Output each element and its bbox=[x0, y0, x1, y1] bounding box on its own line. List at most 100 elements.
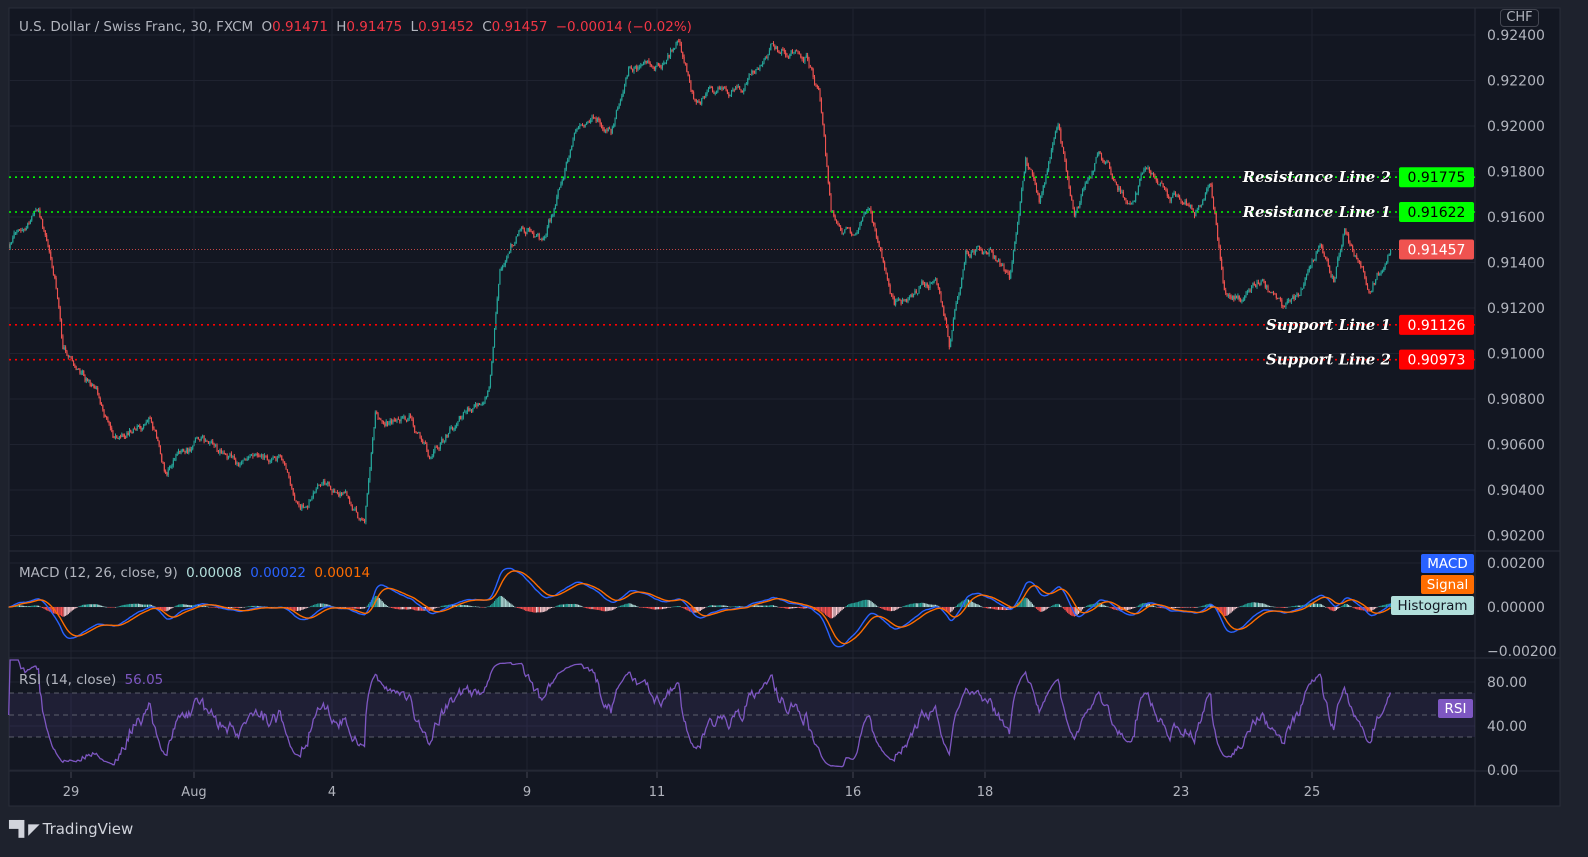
candle-body bbox=[158, 441, 160, 446]
candle-body bbox=[42, 219, 44, 228]
candle-body bbox=[327, 482, 329, 484]
candle-body bbox=[1282, 306, 1284, 307]
macd-histogram-bar bbox=[892, 607, 894, 611]
macd-histogram-bar bbox=[1273, 606, 1275, 608]
candle-body bbox=[220, 449, 222, 454]
macd-histogram-bar bbox=[740, 606, 742, 607]
candle-body bbox=[143, 424, 145, 428]
candle-body bbox=[271, 459, 273, 462]
candle-body bbox=[1202, 200, 1204, 206]
candle-body bbox=[89, 380, 91, 385]
candle-body bbox=[906, 299, 908, 302]
candle-body bbox=[980, 249, 982, 250]
candle-body bbox=[265, 455, 267, 457]
macd-histogram-bar bbox=[779, 607, 781, 608]
macd-histogram-bar bbox=[507, 601, 509, 607]
high-value: 0.91475 bbox=[346, 19, 403, 35]
macd-histogram-bar bbox=[523, 607, 525, 611]
candle-body bbox=[985, 251, 987, 253]
candle-body bbox=[1331, 276, 1333, 278]
macd-histogram-bar bbox=[1260, 603, 1262, 607]
candle-body bbox=[820, 99, 822, 113]
macd-histogram-bar bbox=[579, 605, 581, 607]
macd-histogram-bar bbox=[488, 606, 490, 607]
candle-body bbox=[583, 125, 585, 127]
macd-histogram-bar bbox=[988, 607, 990, 609]
candle-body bbox=[1172, 194, 1174, 198]
candle-body bbox=[426, 443, 428, 450]
candle-body bbox=[388, 423, 390, 425]
macd-histogram-bar bbox=[739, 606, 741, 607]
candle-body bbox=[346, 491, 348, 496]
macd-histogram-bar bbox=[1390, 603, 1392, 607]
macd-histogram-bar bbox=[925, 603, 927, 607]
candle-body bbox=[351, 505, 353, 511]
macd-histogram-bar bbox=[984, 607, 986, 608]
macd-histogram-bar bbox=[258, 606, 260, 607]
candle-body bbox=[1226, 293, 1228, 296]
macd-histogram-bar bbox=[1177, 607, 1179, 608]
candle-body bbox=[796, 50, 798, 52]
candle-body bbox=[1246, 290, 1248, 294]
candle-body bbox=[278, 455, 280, 459]
candle-body bbox=[1377, 273, 1379, 275]
macd-histogram-bar bbox=[891, 607, 893, 612]
macd-histogram-bar bbox=[564, 604, 566, 607]
candle-body bbox=[223, 452, 225, 455]
candle-body bbox=[314, 491, 316, 493]
macd-histogram-bar bbox=[825, 607, 827, 615]
footer-brand[interactable]: ▀▌◤ TradingView bbox=[9, 820, 133, 838]
macd-histogram-bar bbox=[530, 607, 532, 612]
macd-histogram-bar bbox=[69, 607, 71, 613]
macd-histogram-bar bbox=[376, 595, 378, 607]
macd-histogram-bar bbox=[81, 604, 84, 607]
macd-histogram-bar bbox=[733, 606, 735, 607]
macd-histogram-bar bbox=[240, 607, 243, 608]
macd-histogram-bar bbox=[44, 607, 46, 610]
candle-body bbox=[647, 60, 649, 63]
candle-body bbox=[503, 265, 505, 266]
candle-body bbox=[1034, 178, 1036, 185]
candle-body bbox=[153, 428, 155, 430]
candle-body bbox=[588, 121, 590, 123]
macd-histogram-bar bbox=[998, 607, 1000, 610]
candle-body bbox=[827, 166, 829, 183]
candle-body bbox=[801, 57, 803, 59]
candle-body bbox=[545, 234, 547, 238]
candle-body bbox=[1218, 238, 1220, 247]
macd-histogram-bar bbox=[548, 607, 550, 610]
candle-body bbox=[849, 228, 851, 233]
candle-body bbox=[1061, 141, 1063, 148]
macd-histogram-bar bbox=[619, 605, 622, 607]
candle-body bbox=[856, 231, 858, 234]
macd-histogram-bar bbox=[521, 607, 523, 609]
macd-histogram-bar bbox=[1360, 607, 1362, 611]
candle-body bbox=[663, 62, 665, 65]
macd-histogram-bar bbox=[79, 606, 81, 607]
macd-histogram-bar bbox=[1226, 607, 1228, 616]
macd-histogram-bar bbox=[712, 605, 714, 607]
candle-body bbox=[682, 52, 684, 57]
macd-histogram-bar bbox=[946, 607, 948, 611]
candle-body bbox=[1137, 185, 1139, 193]
candle-body bbox=[378, 418, 380, 420]
candle-body bbox=[766, 57, 768, 59]
candle-body bbox=[79, 369, 81, 374]
macd-histogram-bar bbox=[755, 605, 757, 607]
currency-badge[interactable]: CHF bbox=[1500, 9, 1539, 27]
candle-body bbox=[600, 124, 603, 127]
candle-body bbox=[1288, 299, 1290, 301]
candle-body bbox=[755, 69, 757, 74]
candle-body bbox=[427, 449, 429, 457]
macd-histogram-bar bbox=[1110, 607, 1112, 609]
candle-body bbox=[366, 493, 368, 506]
candle-body bbox=[43, 227, 45, 231]
macd-histogram-bar bbox=[1135, 607, 1137, 608]
macd-histogram-bar bbox=[251, 605, 253, 607]
candle-body bbox=[420, 437, 422, 440]
candle-body bbox=[741, 90, 743, 93]
macd-histogram-bar bbox=[480, 607, 482, 608]
candle-body bbox=[915, 290, 917, 294]
macd-histogram-bar bbox=[586, 607, 588, 609]
